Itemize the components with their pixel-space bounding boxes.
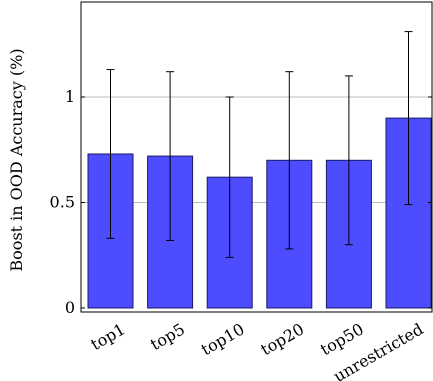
x-tick-label: top5 <box>147 319 188 354</box>
error-bars <box>106 31 413 258</box>
y-axis-title: Boost in OOD Accuracy (%) <box>7 48 26 271</box>
x-tick-label: top20 <box>257 319 307 359</box>
grid-lines <box>81 96 432 203</box>
y-tick-label: 0 <box>65 298 75 317</box>
bars <box>87 117 432 309</box>
x-tick-label: top1 <box>87 319 128 354</box>
x-tick-label: top10 <box>198 319 248 359</box>
y-ticks: 00.51 <box>50 87 432 317</box>
y-tick-label: 1 <box>65 87 75 106</box>
y-tick-label: 0.5 <box>50 193 75 212</box>
plot-frame <box>80 1 433 313</box>
